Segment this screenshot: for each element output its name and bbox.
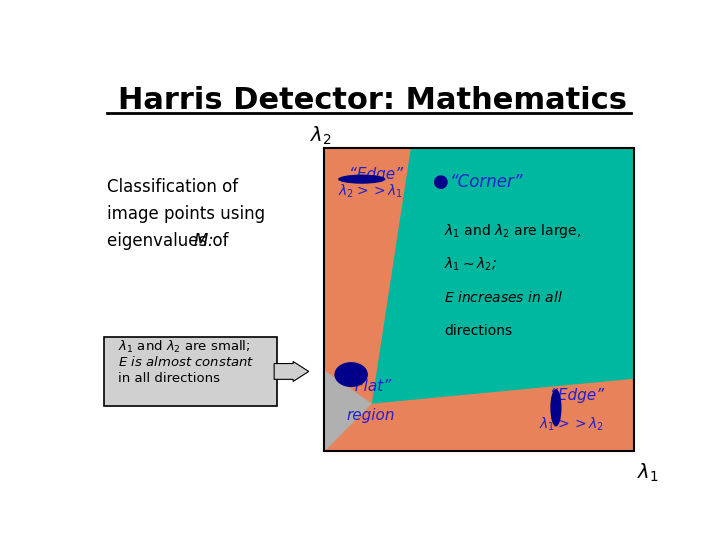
Text: directions: directions xyxy=(444,324,513,338)
Bar xyxy=(324,148,634,451)
Polygon shape xyxy=(324,370,372,451)
Text: $E$ increases in all: $E$ increases in all xyxy=(444,290,563,305)
Text: $\lambda_1$: $\lambda_1$ xyxy=(637,462,659,484)
FancyBboxPatch shape xyxy=(104,337,277,406)
Text: $M$:: $M$: xyxy=(193,232,214,249)
Circle shape xyxy=(334,362,368,387)
Text: Classification of: Classification of xyxy=(107,178,238,195)
Text: $\lambda_1$ and $\lambda_2$ are small;: $\lambda_1$ and $\lambda_2$ are small; xyxy=(118,339,251,355)
Text: “Corner”: “Corner” xyxy=(450,173,523,192)
Bar xyxy=(324,148,634,451)
FancyArrow shape xyxy=(274,361,309,381)
Text: “Edge”: “Edge” xyxy=(550,388,604,402)
Text: “Edge”: “Edge” xyxy=(349,167,403,181)
Text: $\lambda_1 >> \lambda_2$: $\lambda_1 >> \lambda_2$ xyxy=(539,416,604,433)
Text: $\lambda_2 >> \lambda_1$: $\lambda_2 >> \lambda_1$ xyxy=(338,183,403,200)
Polygon shape xyxy=(372,148,634,404)
Text: eigenvalues of: eigenvalues of xyxy=(107,232,233,249)
Text: $\lambda_2$: $\lambda_2$ xyxy=(310,125,332,147)
Text: in all directions: in all directions xyxy=(118,372,220,384)
Text: Harris Detector: Mathematics: Harris Detector: Mathematics xyxy=(118,85,627,114)
Text: region: region xyxy=(347,408,395,423)
Text: image points using: image points using xyxy=(107,205,265,222)
Text: ●: ● xyxy=(433,173,449,192)
Text: “Flat”: “Flat” xyxy=(347,379,391,394)
Ellipse shape xyxy=(338,174,385,184)
Text: $\lambda_1 \sim \lambda_2$;: $\lambda_1 \sim \lambda_2$; xyxy=(444,255,498,273)
Text: $E$ is almost constant: $E$ is almost constant xyxy=(118,355,254,369)
Text: $\lambda_1$ and $\lambda_2$ are large,: $\lambda_1$ and $\lambda_2$ are large, xyxy=(444,222,582,240)
Ellipse shape xyxy=(550,389,562,427)
